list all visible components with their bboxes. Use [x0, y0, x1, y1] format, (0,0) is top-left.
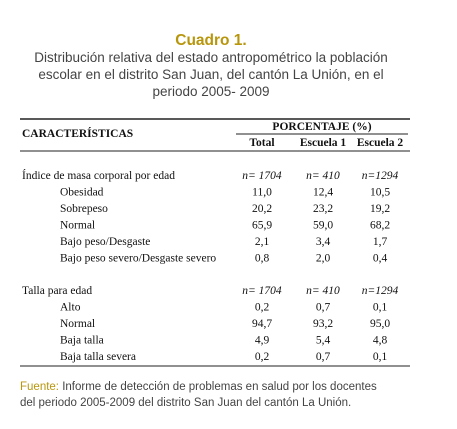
- column-header: Escuela 1: [300, 137, 347, 149]
- sample-size: n= 1704: [242, 170, 282, 182]
- subtitle: periodo 2005- 2009: [152, 84, 269, 99]
- row-label: Baja talla severa: [60, 351, 136, 363]
- cell: 23,2: [313, 203, 333, 215]
- cell: 0,2: [255, 302, 270, 314]
- sample-size: n= 1704: [242, 285, 282, 297]
- row-label: Sobrepeso: [60, 203, 108, 215]
- cell: 11,0: [252, 187, 272, 199]
- footnote-label: Fuente:: [20, 381, 59, 393]
- sample-size: n=1294: [362, 170, 399, 182]
- cell: 0,1: [373, 302, 388, 314]
- cell: 0,2: [255, 351, 270, 363]
- cell: 4,9: [255, 335, 270, 347]
- column-header: Total: [249, 137, 274, 149]
- group-header: PORCENTAJE (%): [272, 121, 371, 133]
- cell: 59,0: [313, 220, 333, 232]
- row-label: Obesidad: [60, 187, 104, 199]
- row-label: Bajo peso severo/Desgaste severo: [60, 253, 216, 265]
- cell: 10,5: [370, 187, 390, 199]
- cell: 68,2: [370, 220, 390, 232]
- cell: 0,7: [316, 302, 331, 314]
- cell: 19,2: [370, 203, 390, 215]
- column-header: Escuela 2: [357, 137, 404, 149]
- footnote-text: del periodo 2005-2009 del distrito San J…: [20, 397, 351, 409]
- sample-size: n=1294: [362, 285, 399, 297]
- sample-size: n= 410: [306, 170, 340, 182]
- cell: 5,4: [316, 335, 331, 347]
- cell: 93,2: [313, 318, 333, 330]
- subtitle: Distribución relativa del estado antropo…: [34, 50, 387, 65]
- cell: 4,8: [373, 335, 388, 347]
- cell: 2,0: [316, 253, 331, 265]
- cell: 1,7: [373, 236, 388, 248]
- cell: 3,4: [316, 236, 331, 248]
- column-header: CARACTERÍSTICAS: [22, 126, 133, 140]
- cell: 0,7: [316, 351, 331, 363]
- sample-size: n= 410: [306, 285, 340, 297]
- section-label: Talla para edad: [22, 285, 92, 297]
- footnote-text: Informe de detección de problemas en sal…: [62, 381, 377, 393]
- cell: 20,2: [252, 203, 272, 215]
- cell: 2,1: [255, 236, 270, 248]
- cell: 94,7: [252, 318, 272, 330]
- cell: 0,4: [373, 253, 388, 265]
- cell: 95,0: [370, 318, 390, 330]
- cell: 0,8: [255, 253, 270, 265]
- row-label: Normal: [60, 220, 95, 232]
- row-label: Alto: [60, 302, 81, 314]
- cell: 12,4: [313, 187, 333, 199]
- table-title: Cuadro 1.: [175, 32, 246, 49]
- cell: 0,1: [373, 351, 388, 363]
- row-label: Baja talla: [60, 335, 104, 347]
- footnote: Fuente: Informe de detección de problema…: [20, 381, 377, 393]
- row-label: Normal: [60, 318, 95, 330]
- section-label: Índice de masa corporal por edad: [22, 168, 175, 182]
- subtitle: escolar en el distrito San Juan, del can…: [38, 67, 383, 82]
- cell: 65,9: [252, 220, 272, 232]
- row-label: Bajo peso/Desgaste: [60, 236, 150, 248]
